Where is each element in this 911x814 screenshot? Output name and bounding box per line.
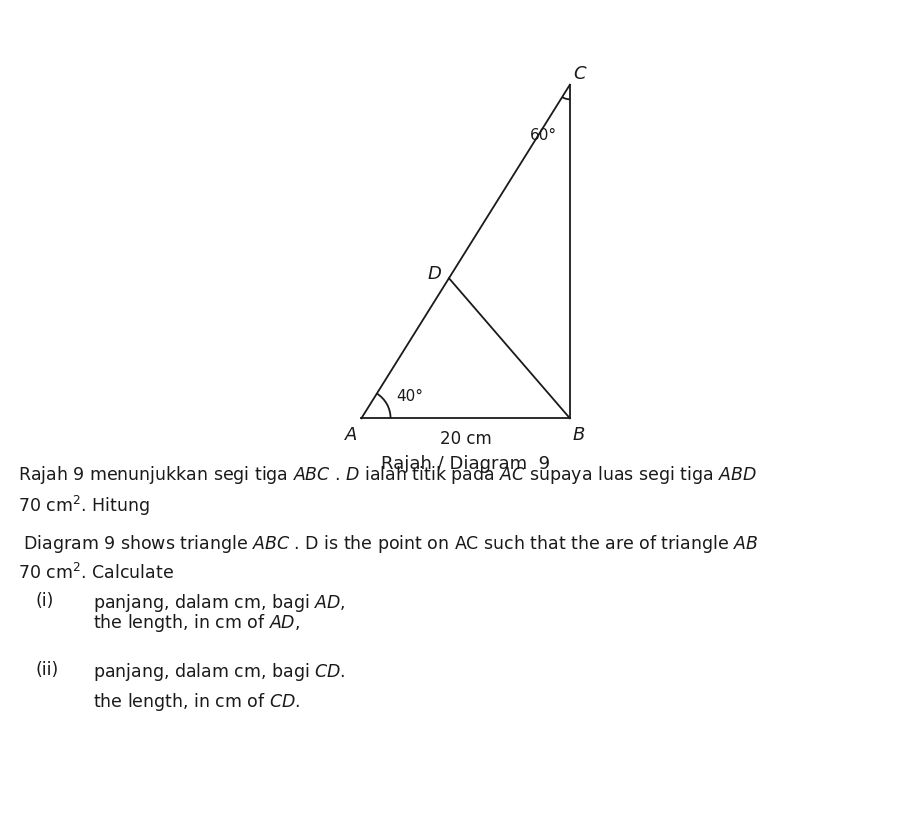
Text: 20 cm: 20 cm [439,430,491,449]
Text: $B$: $B$ [571,426,584,444]
Text: $D$: $D$ [426,265,441,283]
Text: the length, in cm of $AD$,: the length, in cm of $AD$, [93,612,300,634]
Text: 70 cm$^2$. Calculate: 70 cm$^2$. Calculate [18,562,174,583]
Text: (ii): (ii) [36,661,59,679]
Text: 60°: 60° [529,129,557,143]
Text: Rajah / Diagram  9: Rajah / Diagram 9 [381,455,549,473]
Text: 40°: 40° [396,388,423,404]
Text: panjang, dalam cm, bagi $CD$.: panjang, dalam cm, bagi $CD$. [93,661,345,683]
Text: $C$: $C$ [572,65,587,83]
Text: (i): (i) [36,593,55,610]
Text: the length, in cm of $CD$.: the length, in cm of $CD$. [93,691,300,713]
Text: panjang, dalam cm, bagi $AD$,: panjang, dalam cm, bagi $AD$, [93,593,345,615]
Text: 70 cm$^2$. Hitung: 70 cm$^2$. Hitung [18,494,149,518]
Text: Rajah 9 menunjukkan segi tiga $ABC$ . $D$ ialah titik pada $AC$ supaya luas segi: Rajah 9 menunjukkan segi tiga $ABC$ . $D… [18,464,756,486]
Text: $A$: $A$ [343,426,358,444]
Text: Diagram 9 shows triangle $ABC$ . D is the point on AC such that the are of trian: Diagram 9 shows triangle $ABC$ . D is th… [18,533,757,555]
